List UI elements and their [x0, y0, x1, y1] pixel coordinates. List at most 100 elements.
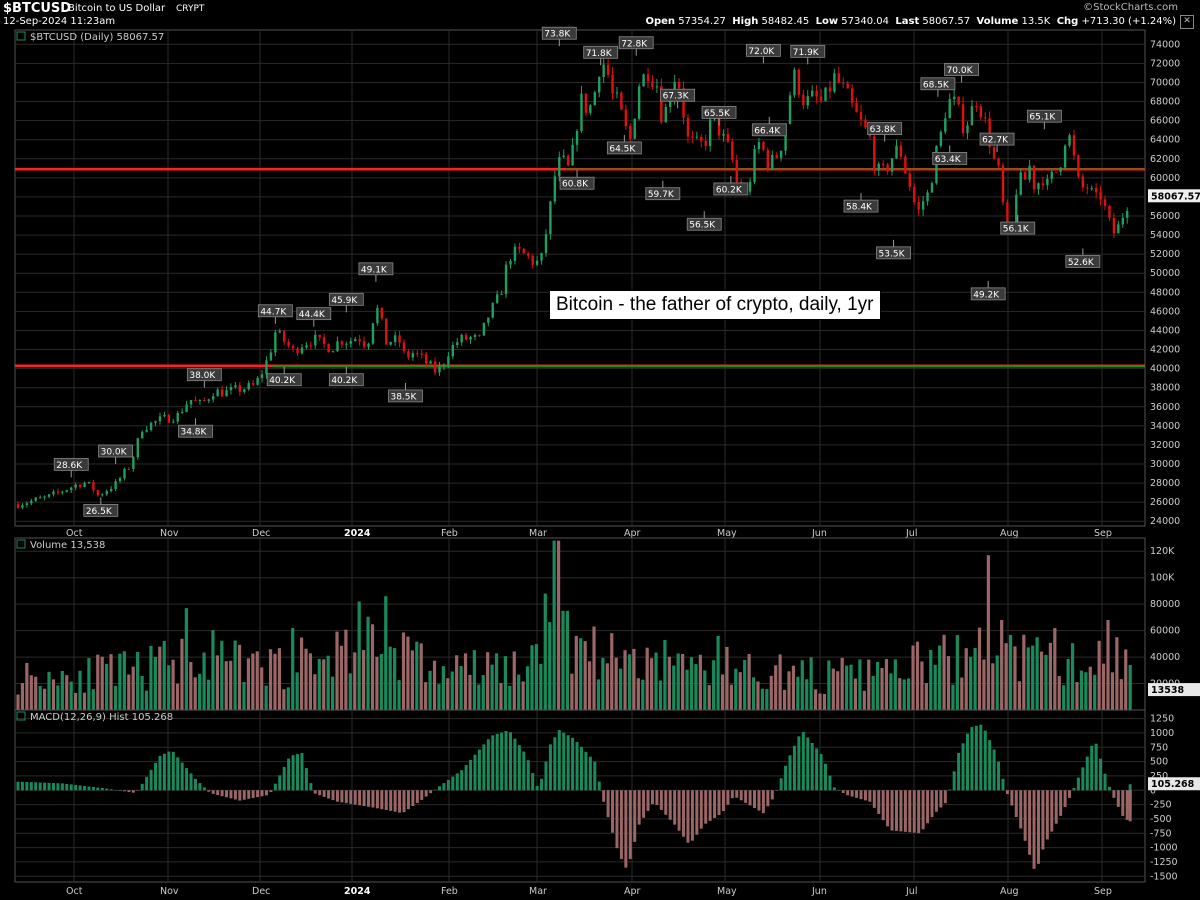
candle-body [362, 341, 366, 347]
volume-bar [627, 654, 632, 710]
candle-body [629, 126, 632, 139]
volume-bar [308, 653, 313, 710]
macd-histogram-bar [198, 783, 202, 791]
macd-histogram-bar [628, 790, 632, 860]
volume-bar [313, 674, 317, 710]
candle-body [606, 64, 610, 75]
volume-bar [1031, 645, 1035, 710]
macd-histogram-bar [562, 732, 566, 791]
annotation-box [266, 373, 302, 387]
macd-histogram-bar [114, 789, 118, 791]
volume-bar [636, 678, 640, 710]
volume-bar [818, 693, 822, 710]
candle-body [398, 335, 401, 343]
candle-body [513, 246, 517, 261]
macd-histogram-bar [602, 790, 606, 802]
candle-body [229, 387, 233, 391]
macd-histogram-bar [304, 768, 308, 791]
macd-histogram-bar [948, 789, 952, 791]
volume-bar [747, 654, 751, 710]
volume-bar [986, 555, 990, 710]
y-tick-label: -1500 [1150, 871, 1178, 882]
macd-histogram-bar [296, 754, 300, 791]
candle-body [948, 99, 951, 119]
candle-body [952, 96, 956, 100]
candle-body [203, 399, 206, 401]
volume-bar [902, 679, 906, 710]
macd-histogram-bar [668, 790, 672, 820]
candle-body [331, 351, 335, 353]
volume-bar [299, 637, 304, 710]
candle-body [212, 396, 215, 400]
annotation-box [979, 132, 1015, 146]
candle-body [407, 351, 410, 358]
candle-body [833, 73, 836, 92]
macd-histogram-bar [1059, 790, 1063, 816]
volume-bar [455, 655, 459, 710]
volume-bar [716, 635, 720, 710]
volume-bar [601, 657, 605, 710]
y-tick-label: 64000 [1150, 135, 1180, 146]
candle-body [722, 133, 725, 136]
macd-histogram-bar [51, 783, 55, 791]
macd-histogram-bar [1028, 790, 1032, 855]
candle-body [1117, 224, 1120, 234]
volume-bar [539, 663, 543, 710]
volume-bar [193, 677, 197, 710]
macd-histogram-bar [318, 790, 322, 796]
y-tick-label: 30000 [1150, 459, 1180, 470]
candle-body [988, 118, 991, 147]
volume-bar [370, 624, 375, 710]
candle-body [482, 322, 486, 336]
close-icon[interactable]: ✕ [1180, 15, 1194, 29]
legend-swatch [16, 711, 26, 721]
x-tick-label: 2024 [344, 886, 371, 897]
volume-bar [667, 656, 671, 710]
volume-bar [703, 670, 707, 710]
candle-body [575, 130, 579, 145]
macd-histogram-bar [593, 761, 597, 791]
volume-bar [277, 648, 282, 710]
annotation-label: 64.5K [609, 144, 636, 154]
annotation-label: 45.9K [331, 296, 358, 306]
macd-histogram-bar [455, 773, 459, 791]
candle-body [251, 383, 255, 385]
annotation-box [1065, 255, 1101, 268]
volume-bar [867, 659, 871, 710]
volume-bar [29, 675, 33, 710]
macd-histogram-bar [322, 790, 326, 797]
annotation-box [876, 246, 911, 260]
volume-bar [366, 616, 370, 710]
macd-histogram-bar [886, 790, 890, 827]
volume-bar [140, 676, 144, 710]
macd-histogram-bar [100, 788, 104, 791]
volume-bar [774, 665, 778, 710]
macd-histogram-bar [1112, 790, 1116, 798]
annotation-box [1000, 221, 1036, 235]
candle-body [340, 341, 344, 345]
macd-histogram-bar [189, 773, 193, 791]
macd-histogram-bar [726, 790, 730, 805]
macd-histogram-bar [375, 790, 379, 809]
volume-bar [1110, 672, 1115, 710]
y-tick-label: 750 [1150, 742, 1168, 753]
macd-histogram-bar [1050, 790, 1054, 832]
volume-bar [60, 670, 64, 710]
macd-histogram-bar [176, 757, 180, 791]
volume-bar [82, 692, 87, 710]
candle-body [531, 255, 534, 265]
volume-bar [393, 648, 397, 710]
macd-histogram-bar [899, 790, 903, 832]
watermark-link[interactable]: ©StockCharts.com [1083, 2, 1178, 13]
volume-bar [432, 660, 437, 710]
volume-bar [109, 654, 113, 710]
macd-histogram-bar [588, 756, 592, 791]
candle-body [411, 353, 415, 358]
macd-histogram-bar [171, 751, 175, 791]
macd-histogram-bar [251, 790, 255, 799]
volume-bar [729, 684, 733, 710]
x-tick-label: Feb [441, 528, 458, 539]
macd-histogram-bar [775, 790, 779, 791]
volume-bar [47, 671, 51, 710]
